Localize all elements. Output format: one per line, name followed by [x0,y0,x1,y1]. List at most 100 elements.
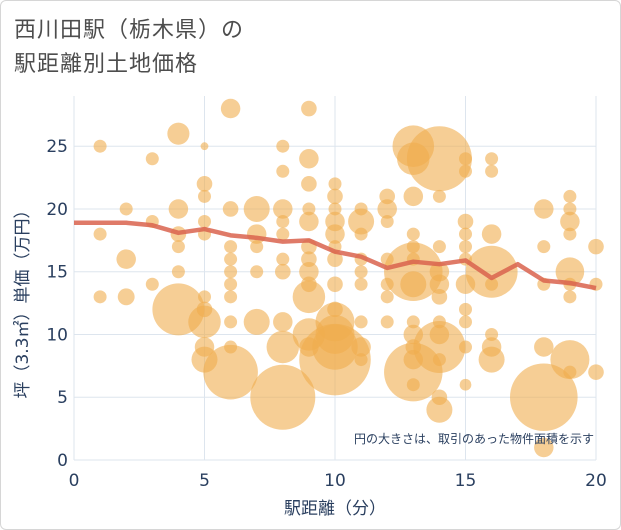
y-tick-label: 20 [46,200,68,220]
bubble-point [431,289,448,305]
bubble-point [220,98,241,119]
bubble-point [457,213,474,230]
x-axis-ticks: 0 5 10 15 20 [69,471,607,491]
bubble-point [563,290,577,304]
y-axis-title: 坪（3.3㎡）単価（万円） [13,201,33,398]
bubble-point [93,290,107,304]
chart-title: 西川田駅（栃木県）の 駅距離別土地価格 [14,14,244,82]
bubble-point [224,290,238,304]
bubble-point [188,305,221,339]
bubble-point [413,321,466,374]
bubble-point [299,261,319,282]
x-tick-label: 10 [324,471,346,491]
bubble-point [117,288,135,306]
bubble-point [406,227,420,241]
bubble-point [481,224,502,244]
bubble-point [459,152,472,166]
bubble-point [292,280,326,314]
bubble-point [403,186,424,207]
bubble-point [459,302,472,316]
bubble-point [301,176,317,192]
bubble-point [510,363,578,432]
bubble-point [299,149,319,169]
bubble-point [348,208,375,235]
x-tick-label: 5 [199,471,210,491]
bubble-point [459,378,472,391]
trend-line [74,220,597,291]
bubble-point [534,337,554,357]
bubble-point [485,152,499,166]
bubble-point [588,238,604,255]
bubble-point [429,274,450,295]
bubble-point [243,308,270,335]
bubble-point [224,277,238,291]
bubble-point [406,126,472,192]
bubble-point [171,240,185,254]
bubble-point [299,211,319,232]
bubble-point [563,365,577,379]
bubble-point [276,139,290,153]
bubble-point [354,265,368,279]
bubble-point [354,353,368,367]
bubble-point [327,251,343,267]
bubble-point [380,315,394,329]
bubble-point [301,100,317,117]
bubble-point [145,152,159,166]
bubble-point [171,265,185,279]
y-tick-label: 0 [57,451,68,471]
bubble-point [224,252,238,266]
bubble-point [276,252,290,266]
bubble-point [354,227,368,241]
y-axis-ticks: 0 5 10 15 20 25 [46,137,68,471]
bubble-point [276,227,290,241]
bubble-point [250,364,316,430]
bubble-point [222,201,239,217]
bubble-point [485,164,499,178]
bubble-point [203,344,258,400]
x-tick-label: 20 [585,471,607,491]
x-axis-title: 駅距離（分） [284,499,386,519]
bubble-point [563,227,577,241]
bubble-point [459,315,472,329]
bubble-point [459,240,472,254]
bubble-point [485,327,499,341]
bubble-point [426,396,453,423]
bubble-point [588,364,604,380]
bubble-point [550,340,590,380]
bubble-point [275,263,291,280]
bubble-point [406,378,420,392]
bubble-point [119,202,133,216]
bubble-point [560,211,580,232]
bubble-point [478,346,505,373]
x-tick-label: 0 [69,471,80,491]
bubble-point [459,340,472,354]
bubble-point [563,189,577,203]
bubble-point [168,199,189,219]
bubble-point [145,277,159,291]
bubble-layer [93,98,604,458]
y-tick-label: 25 [46,137,68,157]
y-tick-label: 10 [46,325,68,345]
bubble-point [198,290,211,304]
y-tick-label: 5 [57,388,68,408]
size-annotation: 円の大きさは、取引のあった物件面積を示す [354,431,594,446]
bubble-point [93,139,107,153]
bubble-point [563,202,577,216]
bubble-point [327,276,343,293]
bubble-point [198,215,211,229]
bubble-point [198,189,211,203]
bubble-point [459,164,472,178]
x-tick-label: 15 [455,471,477,491]
bubble-point [224,265,238,279]
bubble-point [328,177,342,191]
bubble-point [534,437,554,458]
bubble-point [200,142,209,151]
bubble-point [276,164,290,178]
bubble-point [537,240,551,254]
bubble-point [302,202,316,216]
bubble-point [224,315,238,329]
bubble-point [273,312,293,332]
trend-line-layer [74,220,597,291]
bubble-point [299,323,371,396]
